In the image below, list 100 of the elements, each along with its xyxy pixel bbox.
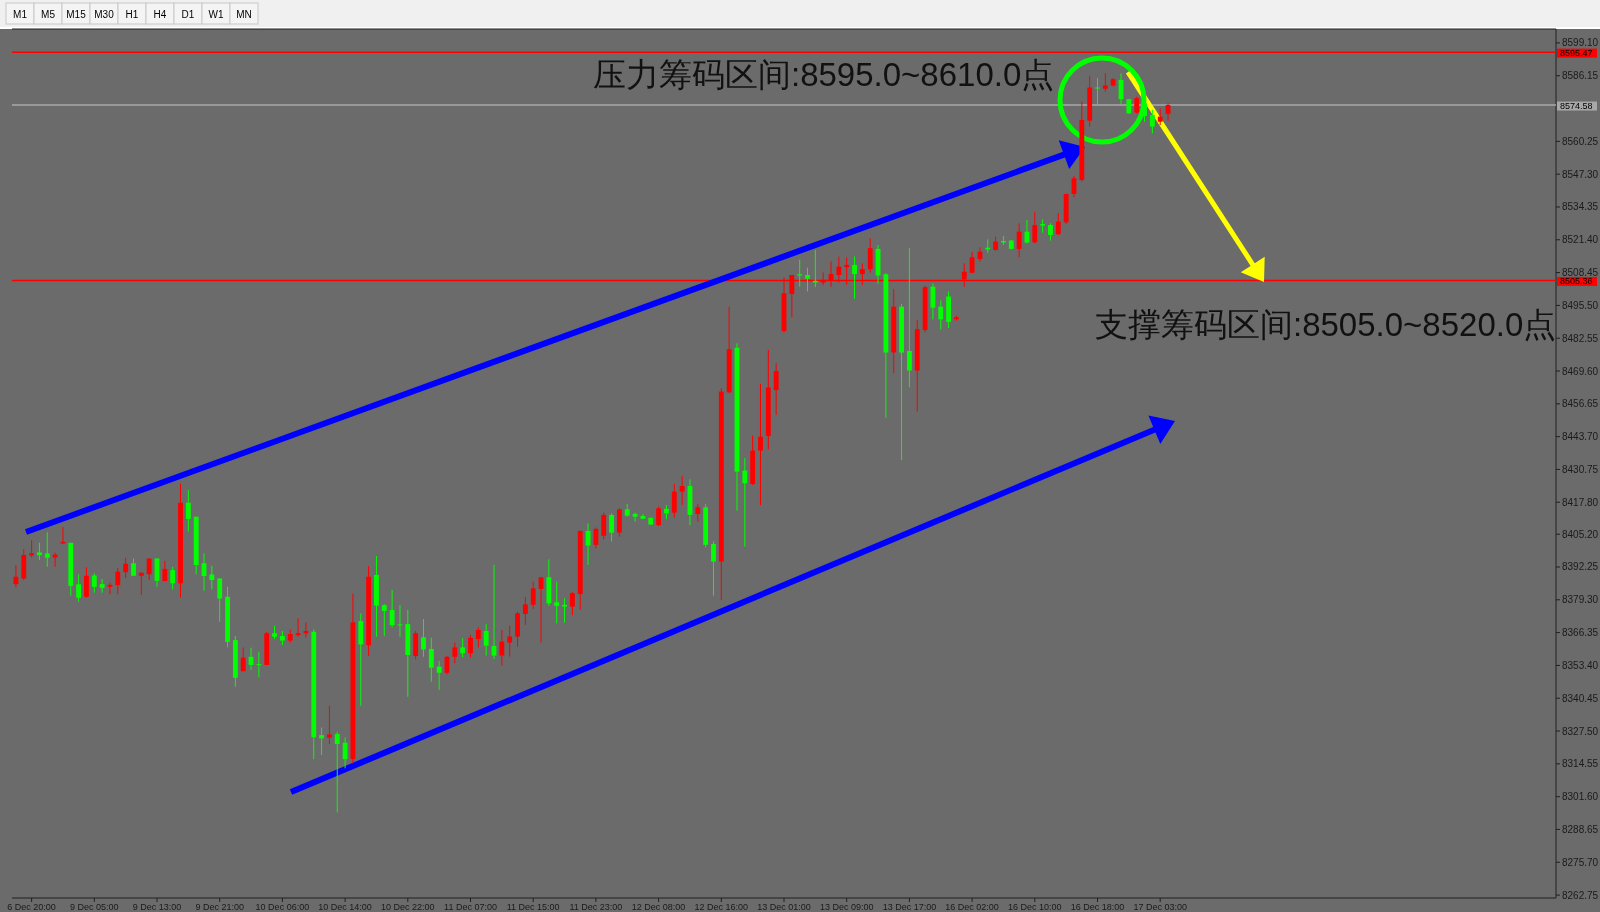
x-tick-label: 16 Dec 10:00 [1008, 902, 1062, 912]
candlestick [21, 548, 27, 581]
candlestick [483, 623, 489, 657]
candlestick [562, 597, 567, 624]
candlestick [358, 612, 364, 707]
y-tick-label: 8469.60 [1562, 365, 1599, 377]
candlestick [852, 256, 857, 300]
candlestick [515, 611, 520, 648]
ref-line-label: 8574.58 [1560, 101, 1593, 112]
annotation: 压力筹码区间:8595.0~8610.0点 [593, 56, 1055, 93]
x-tick-label: 16 Dec 18:00 [1070, 902, 1125, 912]
candlestick [1040, 218, 1046, 234]
y-tick-label: 8534.35 [1562, 201, 1599, 213]
x-tick-label: 11 Dec 15:00 [506, 902, 560, 912]
y-tick-label: 8508.45 [1562, 267, 1599, 279]
candlestick [616, 507, 622, 538]
candlestick [91, 572, 97, 594]
x-tick-label: 13 Dec 01:00 [757, 902, 811, 912]
candlestick [671, 483, 677, 519]
candlestick [421, 618, 426, 658]
candlestick [13, 564, 19, 588]
y-tick-label: 8314.55 [1562, 758, 1599, 770]
candlestick [76, 573, 82, 603]
candlestick [1095, 77, 1100, 106]
ref-line-label: 8505.36 [1560, 276, 1593, 287]
toolbar: M1 M5 M15 M30 H1 H4 D1 W1 MN [5, 2, 259, 25]
candlestick [507, 625, 513, 658]
candlestick [938, 299, 944, 330]
x-tick-label: 6 Dec 20:00 [7, 902, 56, 912]
candlestick [468, 634, 473, 658]
annotation: 支撑筹码区间:8505.0~8520.0点 [1095, 306, 1557, 343]
candlestick [1102, 72, 1108, 93]
candlestick [742, 457, 748, 548]
candlestick [773, 362, 779, 416]
x-tick-label: 10 Dec 06:00 [255, 902, 310, 912]
candlestick [334, 731, 340, 813]
y-tick-label: 8495.50 [1562, 299, 1599, 311]
candlestick [475, 626, 481, 648]
x-tick-label: 9 Dec 21:00 [195, 902, 244, 912]
candlestick [319, 726, 325, 756]
x-tick-label: 9 Dec 13:00 [132, 902, 182, 912]
candlestick [256, 651, 262, 678]
candlestick [711, 541, 716, 597]
y-tick-label: 8262.75 [1562, 889, 1599, 901]
candlestick [295, 617, 301, 638]
candlestick [867, 237, 873, 273]
candlestick [436, 660, 442, 691]
y-tick-label: 8366.35 [1562, 627, 1599, 639]
y-tick-label: 8353.40 [1562, 659, 1599, 671]
candlestick [381, 603, 387, 637]
candlestick [460, 637, 466, 658]
candlestick [797, 259, 803, 288]
candlestick [906, 247, 912, 388]
y-tick-label: 8405.20 [1562, 528, 1599, 540]
x-tick-label: 16 Dec 02:00 [945, 902, 999, 912]
candlestick [84, 566, 89, 599]
x-tick-label: 13 Dec 09:00 [819, 902, 874, 912]
y-tick-label: 8327.50 [1562, 725, 1599, 737]
candlestick [758, 383, 763, 506]
candlestick [428, 637, 434, 683]
candlestick [452, 642, 458, 664]
candlestick [593, 527, 599, 549]
candlestick [115, 567, 121, 595]
candlestick [99, 578, 105, 594]
candlestick [209, 565, 215, 590]
candlestick [609, 512, 614, 543]
x-tick-label: 11 Dec 23:00 [569, 902, 623, 912]
y-tick-label: 8392.25 [1562, 561, 1599, 573]
candlestick [185, 489, 191, 533]
x-tick-label: 17 Dec 03:00 [1133, 902, 1187, 912]
y-tick-label: 8275.70 [1562, 856, 1599, 868]
candlestick [632, 512, 638, 523]
x-tick-label: 9 Dec 05:00 [70, 902, 119, 912]
y-tick-label: 8547.30 [1562, 168, 1599, 180]
candlestick [499, 629, 505, 667]
candlestick [805, 267, 810, 292]
y-tick-label: 8340.45 [1562, 692, 1599, 704]
candlestick [1016, 222, 1022, 258]
candlestick [44, 531, 50, 568]
candlestick [554, 581, 560, 624]
x-tick-label: 12 Dec 08:00 [631, 902, 686, 912]
candlestick [930, 282, 936, 320]
x-tick-label: 11 Dec 07:00 [444, 902, 497, 912]
x-tick-label: 12 Dec 16:00 [694, 902, 749, 912]
candlestick [530, 581, 536, 610]
y-tick-label: 8417.80 [1562, 496, 1599, 508]
candlestick [389, 589, 395, 628]
candlestick [303, 621, 309, 638]
candlestick [522, 596, 528, 626]
candlestick [413, 630, 419, 660]
x-tick-label: 10 Dec 14:00 [318, 902, 372, 912]
candlestick [679, 475, 685, 506]
y-tick-label: 8288.65 [1562, 823, 1599, 835]
candlestick [656, 506, 662, 527]
x-tick-label: 10 Dec 22:00 [381, 902, 435, 912]
y-tick-label: 8586.15 [1562, 70, 1599, 82]
candlestick [1055, 212, 1061, 236]
y-tick-label: 8443.70 [1562, 431, 1599, 443]
x-tick-label: 13 Dec 17:00 [882, 902, 937, 912]
candlestick [1032, 211, 1038, 244]
